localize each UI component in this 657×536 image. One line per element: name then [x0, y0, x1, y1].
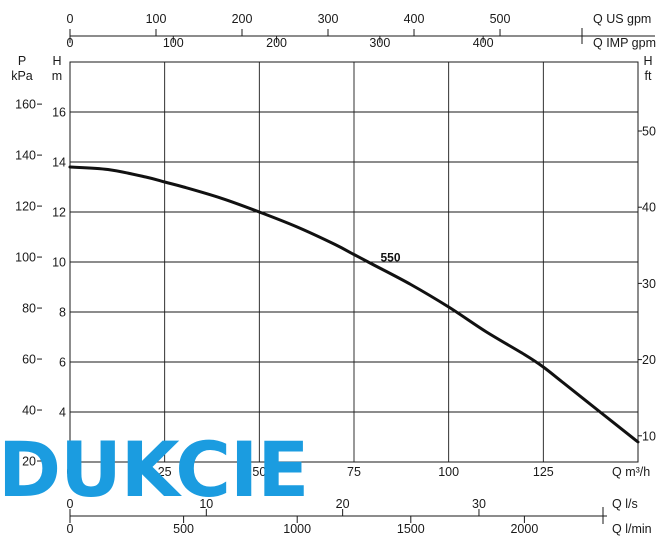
tick-label-p-kpa: 120: [15, 200, 36, 214]
tick-label-ls: 20: [336, 497, 350, 511]
chart-grid: [69, 61, 639, 463]
tick-label-h-ft: 40: [642, 201, 656, 215]
tick-label-h-m: 12: [52, 206, 66, 220]
tick-label-ls: 10: [199, 497, 213, 511]
tick-label-lmin: 2000: [510, 522, 538, 536]
tick-label-p-kpa: 100: [15, 251, 36, 265]
tick-label-p-kpa: 80: [22, 302, 36, 316]
tick-label-imp-gpm: 0: [67, 36, 74, 50]
tick-label-us-gpm: 0: [67, 12, 74, 26]
tick-label-imp-gpm: 200: [266, 36, 287, 50]
chart-axes: 25 50 75 100 1250468101214162040608010012014…: [11, 12, 656, 536]
tick-label-p-kpa: 40: [22, 404, 36, 418]
tick-label-h-m: 8: [59, 306, 66, 320]
axis-title-p: P: [18, 54, 26, 68]
tick-label-q-m3h: 25: [158, 465, 172, 479]
tick-label-imp-gpm: 400: [473, 36, 494, 50]
tick-label-p-kpa: 60: [22, 353, 36, 367]
curve-label-550: 550: [381, 251, 401, 265]
axis-label-imp-gpm: Q IMP gpm: [593, 36, 656, 50]
tick-label-h-ft: 20: [642, 353, 656, 367]
tick-label-p-kpa: 20: [22, 455, 36, 469]
tick-label-p-kpa: 140: [15, 149, 36, 163]
axis-unit-h-right: ft: [645, 69, 652, 83]
tick-label-h-m: 14: [52, 156, 66, 170]
tick-label-h-ft: 30: [642, 277, 656, 291]
tick-label-p-kpa: 160: [15, 98, 36, 112]
tick-label-us-gpm: 100: [146, 12, 167, 26]
curve-550: [68, 165, 640, 444]
tick-label-q-m3h: 75: [347, 465, 361, 479]
tick-label-h-m: 10: [52, 256, 66, 270]
axis-label-ls: Q l/s: [612, 497, 638, 511]
tick-label-ls: 0: [67, 497, 74, 511]
tick-label-ls: 30: [472, 497, 486, 511]
axis-label-q-m3h: Q m³/h: [612, 465, 650, 479]
tick-label-q-m3h: 125: [533, 465, 554, 479]
tick-label-imp-gpm: 100: [163, 36, 184, 50]
tick-label-lmin: 500: [173, 522, 194, 536]
curve-layer: 550: [68, 165, 640, 444]
axis-unit-p: kPa: [11, 69, 33, 83]
watermark: DUKCIE: [0, 425, 308, 514]
axis-title-h-right: H: [643, 54, 652, 68]
tick-label-lmin: 1000: [283, 522, 311, 536]
tick-label-us-gpm: 300: [318, 12, 339, 26]
tick-label-us-gpm: 200: [232, 12, 253, 26]
tick-label-h-ft: 50: [642, 125, 656, 139]
tick-label-us-gpm: 500: [490, 12, 511, 26]
tick-label-h-ft: 10: [642, 429, 656, 443]
tick-label-h-m: 4: [59, 406, 66, 420]
axis-label-us-gpm: Q US gpm: [593, 12, 651, 26]
tick-label-us-gpm: 400: [404, 12, 425, 26]
axis-title-h-left: H: [52, 54, 61, 68]
tick-label-lmin: 1500: [397, 522, 425, 536]
axis-label-lmin: Q l/min: [612, 522, 652, 536]
tick-label-h-m: 16: [52, 106, 66, 120]
axis-unit-h-left: m: [52, 69, 62, 83]
tick-label-q-m3h: 100: [438, 465, 459, 479]
tick-label-q-m3h-zero: 0: [67, 465, 74, 479]
tick-label-h-m: 6: [59, 356, 66, 370]
tick-label-q-m3h: 50: [252, 465, 266, 479]
tick-label-lmin: 0: [67, 522, 74, 536]
tick-label-imp-gpm: 300: [369, 36, 390, 50]
